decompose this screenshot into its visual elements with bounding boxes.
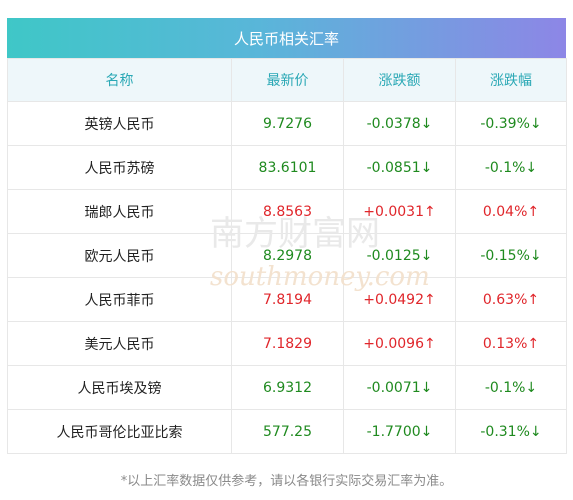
latest-price: 8.2978	[231, 233, 344, 278]
percent-change: -0.15%↓	[455, 233, 567, 278]
table-row[interactable]: 美元人民币 7.1829 +0.0096↑ 0.13%↑	[7, 321, 567, 366]
percent-change: -0.1%↓	[455, 145, 567, 190]
percent-change: -0.39%↓	[455, 101, 567, 146]
latest-price: 83.6101	[231, 145, 344, 190]
latest-price: 7.1829	[231, 321, 344, 366]
price-change: -0.0071↓	[343, 365, 456, 410]
latest-price: 577.25	[231, 409, 344, 454]
percent-change: -0.1%↓	[455, 365, 567, 410]
price-change: -0.0125↓	[343, 233, 456, 278]
table-row[interactable]: 人民币哥伦比亚比索 577.25 -1.7700↓ -0.31%↓	[7, 409, 567, 454]
latest-price: 8.8563	[231, 189, 344, 234]
latest-price: 6.9312	[231, 365, 344, 410]
header-price: 最新价	[231, 58, 344, 102]
currency-pair-name: 美元人民币	[7, 321, 232, 366]
percent-change: 0.13%↑	[455, 321, 567, 366]
table-row[interactable]: 欧元人民币 8.2978 -0.0125↓ -0.15%↓	[7, 233, 567, 278]
header-pct: 涨跌幅	[455, 58, 567, 102]
price-change: -0.0851↓	[343, 145, 456, 190]
price-change: +0.0031↑	[343, 189, 456, 234]
price-change: +0.0492↑	[343, 277, 456, 322]
latest-price: 7.8194	[231, 277, 344, 322]
currency-pair-name: 人民币菲币	[7, 277, 232, 322]
table-row[interactable]: 人民币苏磅 83.6101 -0.0851↓ -0.1%↓	[7, 145, 567, 190]
header-change: 涨跌额	[343, 58, 456, 102]
currency-pair-name: 瑞郎人民币	[7, 189, 232, 234]
exchange-rate-panel: 人民币相关汇率 名称 最新价 涨跌额 涨跌幅 英镑人民币 9.7276 -0.037…	[7, 18, 567, 454]
price-change: +0.0096↑	[343, 321, 456, 366]
table-row[interactable]: 人民币埃及镑 6.9312 -0.0071↓ -0.1%↓	[7, 365, 567, 410]
table-header-row: 名称 最新价 涨跌额 涨跌幅	[7, 58, 567, 102]
currency-pair-name: 欧元人民币	[7, 233, 232, 278]
currency-pair-name: 英镑人民币	[7, 101, 232, 146]
header-name: 名称	[7, 58, 232, 102]
panel-title: 人民币相关汇率	[7, 18, 566, 58]
currency-pair-name: 人民币苏磅	[7, 145, 232, 190]
percent-change: 0.63%↑	[455, 277, 567, 322]
price-change: -0.0378↓	[343, 101, 456, 146]
exchange-rate-table: 名称 最新价 涨跌额 涨跌幅 英镑人民币 9.7276 -0.0378↓ -0.39%…	[7, 58, 567, 454]
footnote: *以上汇率数据仅供参考，请以各银行实际交易汇率为准。	[120, 474, 453, 489]
table-row[interactable]: 英镑人民币 9.7276 -0.0378↓ -0.39%↓	[7, 101, 567, 146]
table-row[interactable]: 瑞郎人民币 8.8563 +0.0031↑ 0.04%↑	[7, 189, 567, 234]
table-row[interactable]: 人民币菲币 7.8194 +0.0492↑ 0.63%↑	[7, 277, 567, 322]
currency-pair-name: 人民币哥伦比亚比索	[7, 409, 232, 454]
percent-change: -0.31%↓	[455, 409, 567, 454]
latest-price: 9.7276	[231, 101, 344, 146]
percent-change: 0.04%↑	[455, 189, 567, 234]
currency-pair-name: 人民币埃及镑	[7, 365, 232, 410]
price-change: -1.7700↓	[343, 409, 456, 454]
